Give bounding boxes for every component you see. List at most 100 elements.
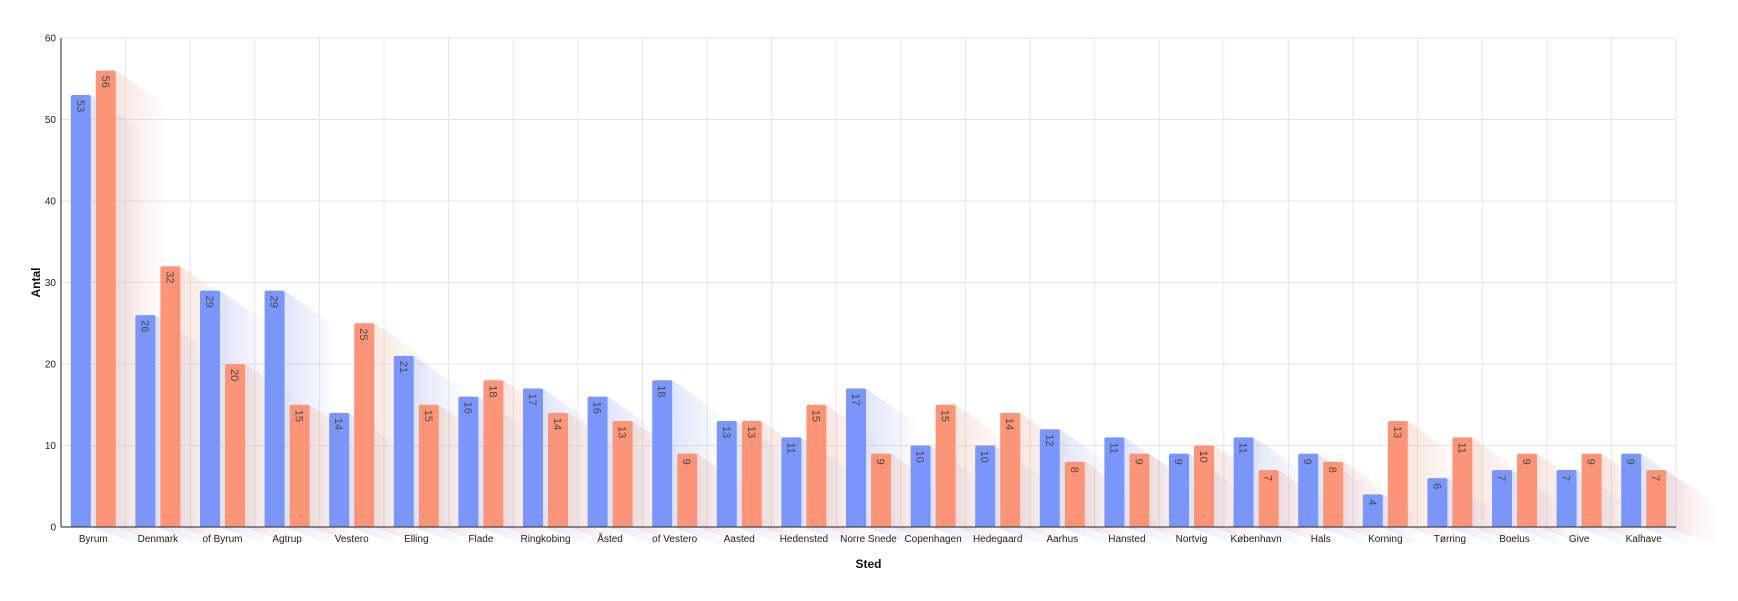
bar: [200, 290, 220, 527]
bar-value-label: 7: [1649, 475, 1661, 481]
y-tick-label: 0: [50, 523, 56, 534]
bar: [95, 70, 116, 527]
bar-value-label: 9: [1585, 459, 1597, 465]
y-tick-label: 40: [45, 197, 57, 208]
bar: [1000, 412, 1021, 527]
bar-value-label: 9: [874, 459, 886, 465]
y-tick-label: 10: [45, 441, 57, 452]
bar-value-label: 9: [1301, 459, 1313, 465]
bar: [846, 388, 866, 527]
bar-value-label: 8: [1068, 467, 1080, 473]
bar-value-label: 4: [1366, 499, 1378, 505]
bar: [548, 412, 568, 527]
bar-value-label: 15: [939, 410, 951, 422]
bar-value-label: 10: [978, 451, 990, 463]
bar: [806, 404, 827, 527]
y-tick-label: 50: [45, 115, 57, 126]
bar-value-label: 7: [1262, 475, 1274, 481]
bar: [1104, 437, 1125, 527]
bar-value-label: 18: [655, 385, 667, 397]
bar-value-label: 11: [1107, 442, 1119, 453]
bar: [1258, 469, 1279, 527]
x-tick-label: Copenhagen: [904, 534, 961, 545]
x-tick-label: Give: [1569, 534, 1590, 545]
x-tick-label: København: [1231, 534, 1282, 545]
bar: [781, 437, 802, 527]
bar: [1129, 453, 1150, 527]
bar-value-label: 6: [1430, 483, 1442, 489]
bar: [393, 355, 414, 527]
bar: [1387, 421, 1408, 527]
bar: [1492, 469, 1512, 527]
x-tick-label: Denmark: [138, 534, 180, 545]
y-tick-label: 60: [45, 34, 57, 45]
bar: [135, 315, 156, 527]
bar: [1517, 453, 1537, 527]
x-tick-label: Norre Snede: [840, 534, 897, 545]
bar: [70, 95, 91, 528]
bar: [1298, 453, 1319, 527]
bar-value-label: 9: [1624, 459, 1636, 465]
bar-value-label: 13: [616, 426, 628, 438]
bar: [677, 453, 698, 527]
bar-value-label: 9: [1520, 459, 1532, 465]
bar-value-label: 29: [203, 296, 215, 308]
bar: [225, 364, 245, 527]
bar-value-label: 15: [293, 410, 305, 422]
bar-value-label: 13: [745, 426, 757, 438]
bar: [1323, 461, 1344, 527]
bar: [354, 323, 375, 527]
x-tick-label: Korning: [1368, 534, 1402, 545]
x-tick-label: of Vestero: [652, 534, 697, 545]
bar: [289, 404, 310, 527]
bar-value-label: 13: [720, 426, 732, 438]
bar-value-label: 17: [849, 393, 861, 405]
x-tick-label: Byrum: [79, 534, 108, 545]
bar: [1452, 437, 1473, 527]
bar-value-label: 15: [809, 410, 821, 422]
bar-value-label: 26: [138, 320, 150, 332]
bar: [935, 404, 956, 527]
bar: [612, 421, 633, 527]
bar: [587, 396, 608, 527]
x-tick-label: Hedegaard: [973, 534, 1022, 545]
bar: [483, 380, 504, 527]
axes: [60, 38, 1676, 528]
bar-value-label: 11: [1237, 442, 1249, 453]
bar: [1039, 429, 1060, 527]
bar-value-label: 15: [422, 410, 434, 422]
bar-value-label: 18: [486, 385, 498, 397]
x-axis-title: Sted: [855, 557, 881, 571]
bar-value-label: 14: [1003, 418, 1015, 430]
x-tick-label: of Byrum: [202, 534, 242, 545]
bar: [1194, 445, 1214, 527]
bar-value-label: 8: [1326, 467, 1338, 473]
bar-value-label: 14: [332, 418, 344, 430]
x-tick-label: Ringkobing: [520, 534, 570, 545]
bar-value-label: 9: [1172, 459, 1184, 465]
bar-value-label: 12: [1043, 434, 1055, 446]
bar-value-label: 29: [268, 296, 280, 308]
bar: [910, 445, 931, 527]
bar-value-label: 14: [551, 418, 563, 430]
x-tick-label: Nortvig: [1176, 534, 1208, 545]
bar: [1581, 453, 1602, 527]
bar-value-label: 25: [357, 328, 369, 340]
x-tick-label: Hansted: [1108, 534, 1145, 545]
bar: [1556, 469, 1577, 527]
bar-value-label: 10: [1197, 451, 1209, 463]
x-tick-label: Flade: [468, 534, 493, 545]
x-tick-label: Kalhave: [1626, 534, 1663, 545]
bar-value-label: 10: [914, 451, 926, 463]
bar-value-label: 53: [74, 100, 86, 112]
x-tick-label: Aarhus: [1046, 534, 1078, 545]
bar-shadow: [1666, 469, 1721, 547]
bar-value-label: 16: [461, 402, 473, 414]
bar-value-label: 11: [784, 442, 796, 453]
x-tick-label: Boelus: [1499, 534, 1530, 545]
x-tick-label: Vestero: [335, 534, 369, 545]
x-tick-label: Hals: [1311, 534, 1331, 545]
bar: [1233, 437, 1254, 527]
data-labels: 53 56 26 32 29 20 29 15 14 25 21 15 16 18 17 14 16 13 18 9 1…: [74, 76, 1661, 506]
